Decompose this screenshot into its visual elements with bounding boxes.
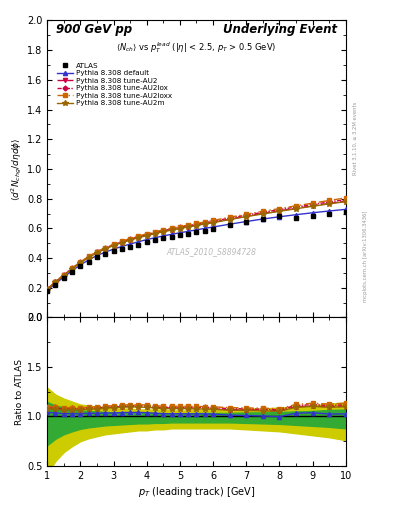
Text: 900 GeV pp: 900 GeV pp — [56, 24, 132, 36]
Text: $\langle N_{ch}\rangle$ vs $p_T^{lead}$ ($|\eta|$ < 2.5, $p_T$ > 0.5 GeV): $\langle N_{ch}\rangle$ vs $p_T^{lead}$ … — [116, 40, 277, 55]
Legend: ATLAS, Pythia 8.308 default, Pythia 8.308 tune-AU2, Pythia 8.308 tune-AU2lox, Py: ATLAS, Pythia 8.308 default, Pythia 8.30… — [54, 60, 175, 109]
Y-axis label: $\langle d^2 N_{chg}/d\eta d\phi \rangle$: $\langle d^2 N_{chg}/d\eta d\phi \rangle… — [10, 137, 24, 201]
Text: mcplots.cern.ch [arXiv:1306.3436]: mcplots.cern.ch [arXiv:1306.3436] — [363, 210, 368, 302]
Text: Rivet 3.1.10, ≥ 3.2M events: Rivet 3.1.10, ≥ 3.2M events — [353, 101, 358, 175]
Text: Underlying Event: Underlying Event — [223, 24, 337, 36]
Y-axis label: Ratio to ATLAS: Ratio to ATLAS — [15, 359, 24, 424]
X-axis label: $p_T$ (leading track) [GeV]: $p_T$ (leading track) [GeV] — [138, 485, 255, 499]
Text: ATLAS_2010_S8894728: ATLAS_2010_S8894728 — [166, 248, 257, 257]
